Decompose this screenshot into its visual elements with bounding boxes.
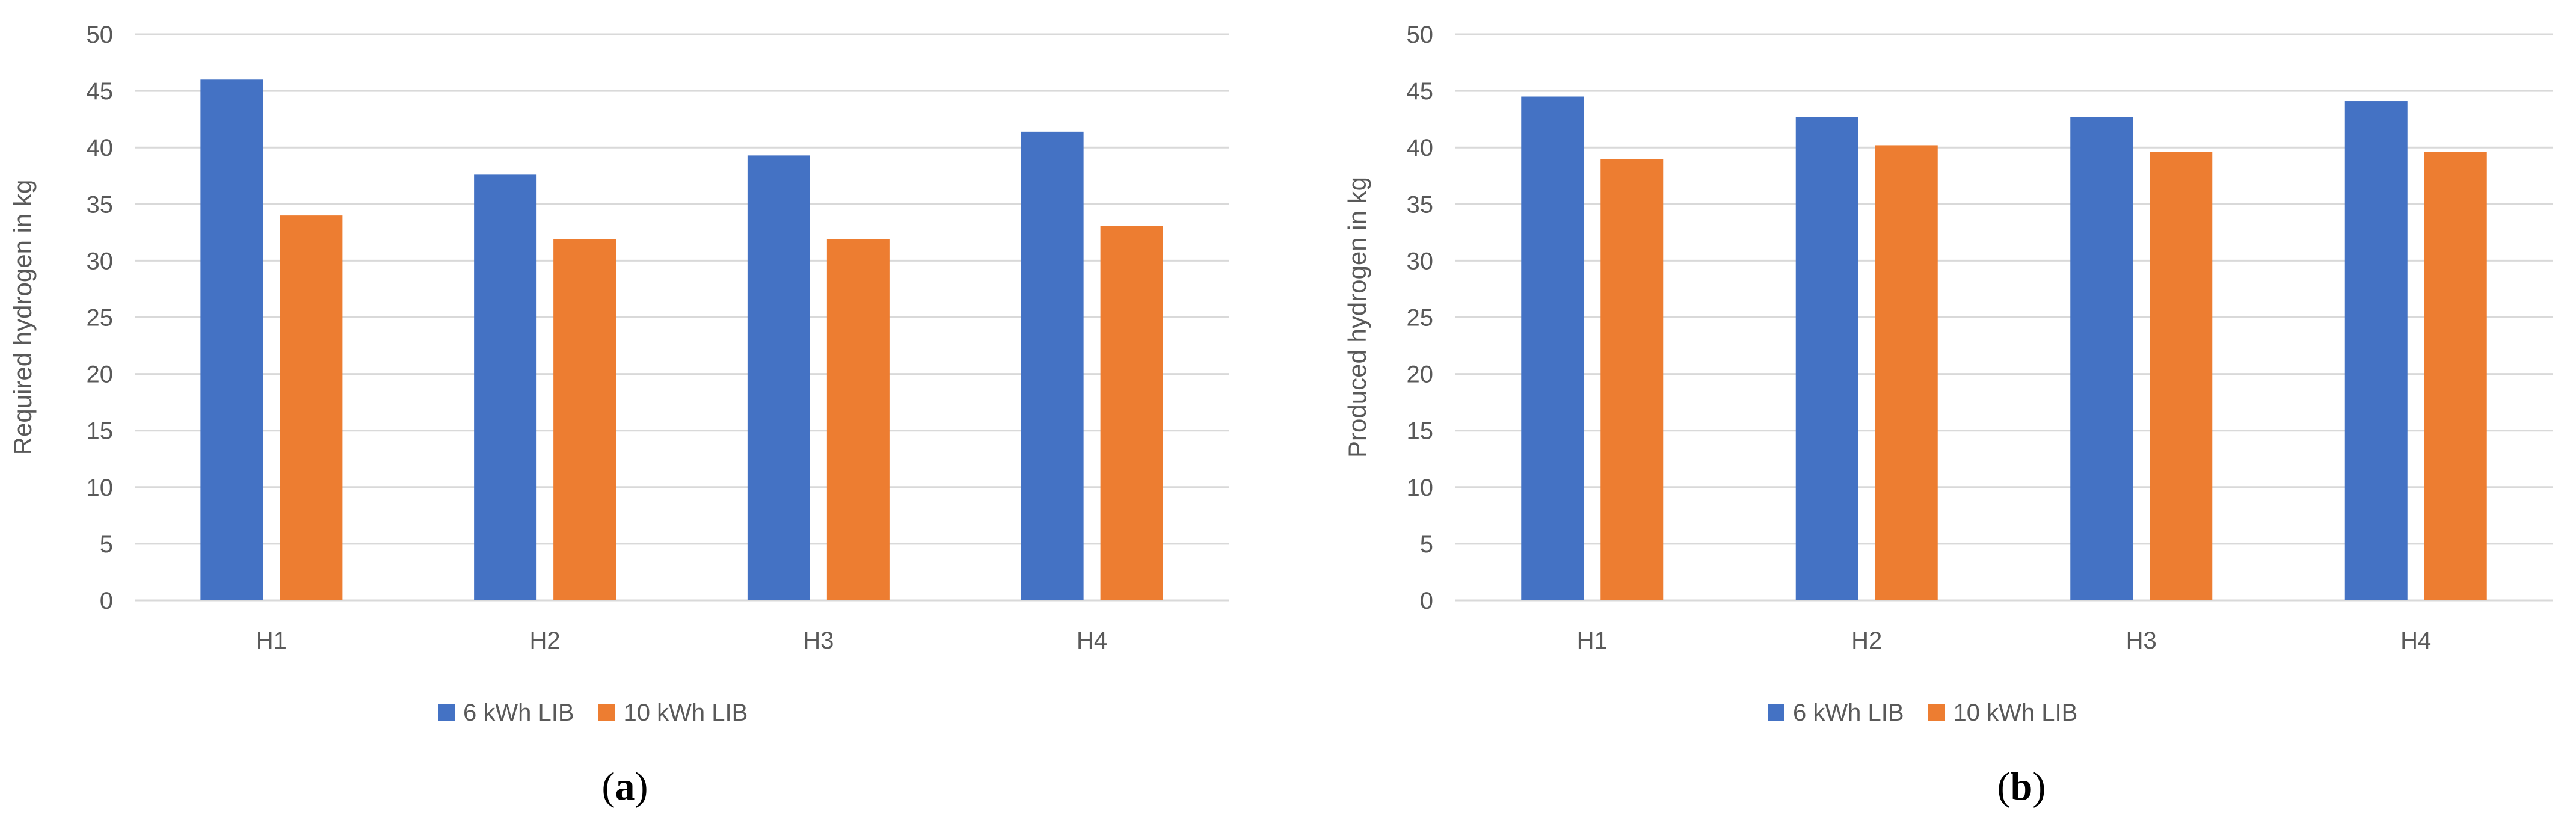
bar-h4-series2: [1100, 226, 1163, 601]
x-tick-label: H3: [803, 627, 834, 654]
y-axis-label: Required hydrogen in kg: [8, 180, 37, 455]
bar-h2-series2: [1875, 145, 1938, 600]
y-tick-label: 10: [87, 475, 114, 501]
legend-label-series1: 6 kWh LIB: [463, 699, 574, 726]
x-tick-label: H2: [1851, 627, 1882, 654]
legend-label-series2: 10 kWh LIB: [623, 699, 748, 726]
y-tick-label: 45: [87, 78, 114, 105]
legend-swatch-series2: [598, 704, 615, 721]
bar-h3-series1: [2070, 117, 2133, 601]
bar-h1-series1: [200, 79, 263, 600]
bar-chart-b: 0 5 10 15 20 25 30 35 40 45 50 H1 H2 H3 H4 Produced hyd…: [1343, 22, 2553, 654]
y-tick-label: 30: [1407, 248, 1434, 274]
legend-item-series2: 10 kWh LIB: [598, 700, 748, 727]
chart-panel-b: 0 5 10 15 20 25 30 35 40 45 50 H1 H2 H3 H4 Produced hyd…: [1288, 0, 2575, 835]
bar-chart-a: 0 5 10 15 20 25 30 35 40 45 50 H1 H2 H3 H4 Required hyd…: [8, 22, 1229, 654]
bar-h2-series2: [553, 239, 616, 601]
y-tick-label: 45: [1407, 78, 1434, 105]
x-tick-label: H4: [1077, 627, 1107, 654]
bar-h2-series1: [1795, 117, 1858, 601]
y-tick-label: 35: [87, 191, 114, 218]
y-tick-label: 5: [1420, 531, 1433, 558]
x-tick-label: H2: [530, 627, 561, 654]
bar-h4-series1: [1021, 131, 1084, 601]
x-tick-label: H1: [1577, 627, 1608, 654]
caption-b: (b): [1997, 765, 2046, 809]
legend-item-series1: 6 kWh LIB: [438, 700, 574, 727]
legend-b: 6 kWh LIB 10 kWh LIB: [1768, 695, 2101, 731]
bar-h1-series2: [1600, 159, 1664, 600]
bar-h4-series1: [2344, 101, 2408, 601]
bar-h4-series2: [2424, 152, 2487, 600]
y-tick-label: 40: [87, 135, 114, 161]
chart-panel-a: 0 5 10 15 20 25 30 35 40 45 50 H1 H2 H3 H4 Required hyd…: [8, 22, 1229, 809]
bar-h3-series2: [2150, 152, 2213, 600]
y-tick-label: 5: [100, 531, 113, 558]
legend-swatch-series1: [438, 704, 455, 721]
x-tick-label: H3: [2126, 627, 2157, 654]
y-tick-label: 15: [1407, 418, 1434, 445]
legend-swatch-series1: [1768, 704, 1784, 721]
y-tick-label: 15: [87, 418, 114, 445]
bar-h1-series1: [1521, 96, 1584, 600]
bar-h1-series2: [280, 215, 343, 600]
legend-a: 6 kWh LIB 10 kWh LIB: [438, 695, 772, 731]
legend-item-series1: 6 kWh LIB: [1768, 700, 1904, 727]
legend-swatch-series2: [1928, 704, 1945, 721]
y-tick-label: 20: [1407, 362, 1434, 388]
bar-h3-series2: [826, 239, 890, 601]
y-tick-label: 40: [1407, 135, 1434, 161]
y-axis-label: Produced hydrogen in kg: [1343, 177, 1371, 458]
y-tick-label: 25: [1407, 305, 1434, 331]
y-tick-label: 35: [1407, 191, 1434, 218]
y-tick-label: 50: [1407, 22, 1434, 48]
y-tick-label: 25: [87, 305, 114, 331]
bar-h3-series1: [747, 155, 810, 600]
bar-h2-series1: [474, 174, 537, 600]
legend-label-series2: 10 kWh LIB: [1953, 699, 2078, 726]
y-tick-label: 10: [1407, 475, 1434, 501]
legend-label-series1: 6 kWh LIB: [1793, 699, 1904, 726]
caption-letter-b: b: [2010, 765, 2033, 809]
y-tick-label: 50: [87, 22, 114, 48]
x-tick-label: H1: [256, 627, 287, 654]
y-tick-label: 20: [87, 362, 114, 388]
caption-a: (a): [601, 765, 648, 809]
legend-item-series2: 10 kWh LIB: [1928, 699, 2078, 727]
y-tick-label: 0: [1420, 588, 1433, 614]
caption-letter-a: a: [615, 765, 635, 809]
y-tick-label: 0: [100, 588, 113, 614]
x-tick-label: H4: [2400, 627, 2431, 654]
y-tick-label: 30: [87, 248, 114, 274]
